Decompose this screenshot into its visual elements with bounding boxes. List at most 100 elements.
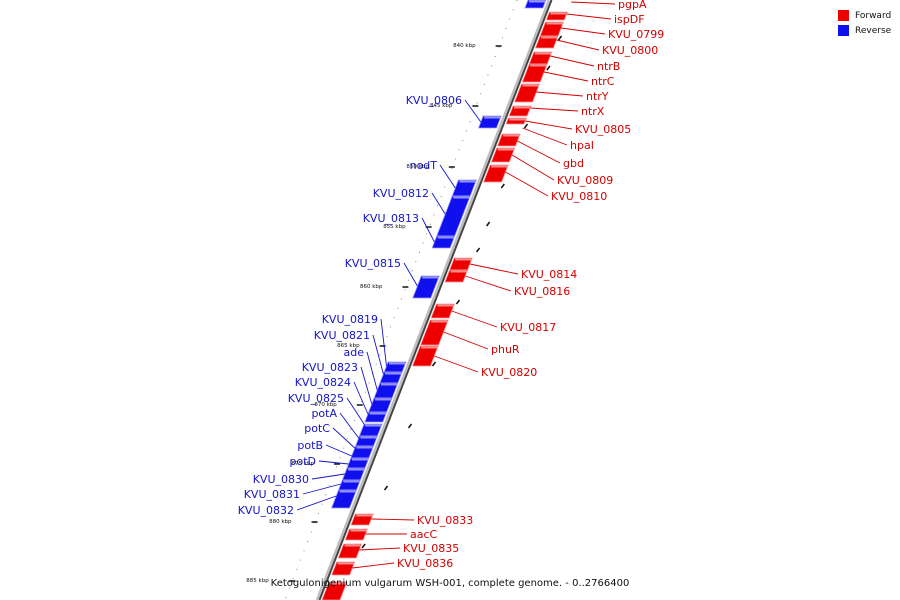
reverse-connector	[318, 460, 349, 465]
forward-connector	[511, 154, 555, 181]
gene-block	[411, 345, 439, 367]
legend-forward-label: Forward	[855, 10, 892, 21]
gene-block	[344, 528, 369, 541]
legend-reverse-label: Reverse	[855, 25, 892, 36]
scale-dots	[284, 0, 518, 600]
forward-connector	[371, 518, 415, 521]
forward-gene-label: ntrY	[586, 90, 609, 103]
gene-layer	[321, 0, 568, 600]
reverse-connector	[431, 192, 446, 215]
forward-gene-label: ntrX	[581, 105, 605, 118]
forward-connector	[434, 355, 479, 373]
reverse-connector	[380, 318, 387, 367]
forward-connector	[505, 171, 549, 197]
legend-reverse: Reverse	[838, 23, 891, 38]
forward-connector	[525, 120, 573, 130]
gene-block	[331, 561, 356, 576]
forward-connector	[352, 562, 395, 569]
reverse-gene-label: potC	[304, 422, 330, 435]
forward-gene-label: KVU_0805	[575, 123, 631, 136]
forward-connector	[544, 71, 589, 82]
frame-tick	[557, 35, 563, 41]
gene-block	[337, 543, 363, 559]
kbp-label: 865 kbp	[337, 343, 360, 349]
gene-block	[420, 319, 449, 346]
backbone-line	[315, 0, 551, 600]
kbp-label: 840 kbp	[453, 43, 476, 49]
forward-connector	[517, 140, 561, 164]
frame-tick	[361, 543, 366, 549]
reverse-gene-label: KVU_0830	[253, 473, 309, 486]
gene-block	[321, 581, 348, 600]
reverse-connector	[372, 334, 384, 375]
forward-gene-label: ntrC	[591, 75, 615, 88]
forward-connector	[530, 107, 579, 112]
kbp-label: 845 kbp	[430, 103, 453, 109]
legend-forward: Forward	[838, 8, 891, 23]
forward-gene-label: KVU_0820	[481, 366, 537, 379]
backbone-layer	[284, 0, 563, 600]
forward-connector	[536, 91, 584, 97]
forward-gene-label: pgpA	[618, 0, 647, 11]
frame-tick	[546, 65, 551, 71]
forward-connector	[469, 263, 519, 275]
reverse-swatch	[838, 25, 849, 36]
backbone-shadow	[318, 0, 553, 600]
reverse-gene-label: KVU_0819	[322, 313, 378, 326]
forward-connector	[465, 275, 512, 292]
gene-block	[431, 235, 456, 249]
forward-gene-label: KVU_0799	[608, 28, 664, 41]
forward-connector	[443, 331, 489, 350]
frame-tick	[475, 247, 481, 253]
forward-connector	[571, 1, 616, 5]
forward-gene-label: KVU_0800	[602, 44, 658, 57]
forward-gene-label: KVU_0810	[551, 190, 607, 203]
reverse-gene-label: KVU_0806	[406, 94, 462, 107]
reverse-connector	[366, 351, 378, 391]
forward-connector	[451, 310, 498, 328]
forward-connector	[556, 39, 600, 51]
reverse-gene-label: KVU_0815	[345, 257, 401, 270]
gene-block	[521, 63, 548, 83]
reverse-connector	[311, 473, 345, 480]
forward-gene-label: KVU_0833	[417, 514, 473, 527]
gene-block	[350, 513, 374, 526]
forward-gene-label: aacC	[410, 528, 438, 541]
forward-gene-label: phuR	[491, 343, 520, 356]
frame-tick	[383, 485, 389, 491]
reverse-gene-label: KVU_0812	[373, 187, 429, 200]
reverse-connector	[302, 483, 341, 495]
forward-gene-label: KVU_0809	[557, 174, 613, 187]
frame-tick	[431, 361, 437, 367]
reverse-gene-label: KVU_0832	[238, 504, 294, 517]
forward-connector	[561, 27, 606, 35]
reverse-gene-label: ade	[344, 346, 365, 359]
reverse-connector	[296, 495, 337, 511]
kbp-label: 850 kbp	[406, 164, 429, 170]
reverse-connector	[464, 99, 482, 123]
frame-tick	[523, 123, 529, 129]
gene-block	[483, 164, 509, 183]
gene-block	[412, 275, 440, 299]
forward-gene-label: KVU_0836	[397, 557, 453, 570]
reverse-gene-label: KVU_0825	[288, 392, 344, 405]
forward-gene-label: KVU_0816	[514, 285, 570, 298]
reverse-connector	[325, 444, 352, 457]
legend: Forward Reverse	[838, 8, 891, 38]
forward-connector	[359, 547, 401, 551]
forward-swatch	[838, 10, 849, 21]
gene-block	[444, 269, 469, 283]
reverse-connector	[353, 381, 369, 415]
reverse-connector	[439, 164, 456, 189]
reverse-gene-label: potD	[290, 455, 317, 468]
forward-gene-label: gbd	[563, 157, 584, 170]
reverse-gene-label: KVU_0831	[244, 488, 300, 501]
gene-block	[490, 147, 516, 163]
gene-block	[513, 83, 541, 103]
forward-gene-label: ntrB	[597, 60, 620, 73]
kbp-label: 885 kbp	[246, 578, 269, 584]
reverse-gene-label: KVU_0823	[302, 361, 358, 374]
gene-block	[534, 35, 559, 49]
reverse-connector	[346, 397, 365, 425]
